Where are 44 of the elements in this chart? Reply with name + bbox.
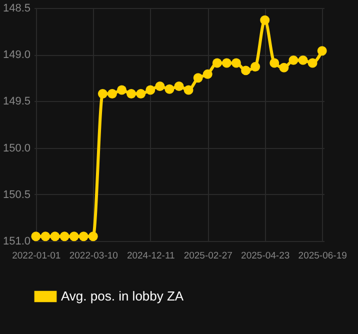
point <box>126 89 136 98</box>
x-tick-label: 2025-02-27 <box>184 250 232 262</box>
point <box>136 89 146 98</box>
y-tick-label: 148.5 <box>2 2 30 14</box>
point <box>69 232 79 242</box>
point <box>250 62 260 72</box>
point <box>117 85 127 95</box>
point <box>231 58 241 68</box>
point <box>60 232 70 242</box>
point <box>260 15 270 25</box>
y-tick-label: 149.0 <box>2 49 30 62</box>
y-tick-label: 149.5 <box>2 96 30 108</box>
y-tick-label: 150.5 <box>2 188 30 201</box>
point <box>298 55 308 65</box>
legend-label: Avg. pos. in lobby ZA <box>61 288 184 304</box>
point <box>308 58 318 68</box>
point <box>212 58 222 68</box>
point <box>241 66 251 76</box>
x-tick-label: 2025-06-19 <box>298 250 347 262</box>
y-tick-label: 151.0 <box>2 236 30 248</box>
x-tick-label: 2022-01-01 <box>12 250 61 262</box>
point <box>279 62 289 72</box>
point <box>270 58 280 68</box>
point <box>184 85 194 95</box>
point <box>146 85 156 95</box>
point <box>193 73 203 83</box>
point <box>288 55 298 65</box>
point <box>88 232 98 242</box>
point <box>164 84 174 94</box>
point <box>98 89 108 98</box>
point <box>31 232 41 242</box>
y-tick-label: 150.0 <box>2 142 30 154</box>
point <box>222 58 232 68</box>
x-tick-label: 2022-03-10 <box>69 250 118 262</box>
point <box>40 232 50 242</box>
point <box>317 46 327 56</box>
point <box>174 82 184 92</box>
point <box>202 69 212 79</box>
point <box>78 232 88 242</box>
point <box>107 89 117 98</box>
point <box>50 232 60 242</box>
point <box>155 82 165 92</box>
x-tick-label: 2024-12-11 <box>126 250 175 262</box>
x-tick-label: 2025-04-23 <box>241 250 290 262</box>
